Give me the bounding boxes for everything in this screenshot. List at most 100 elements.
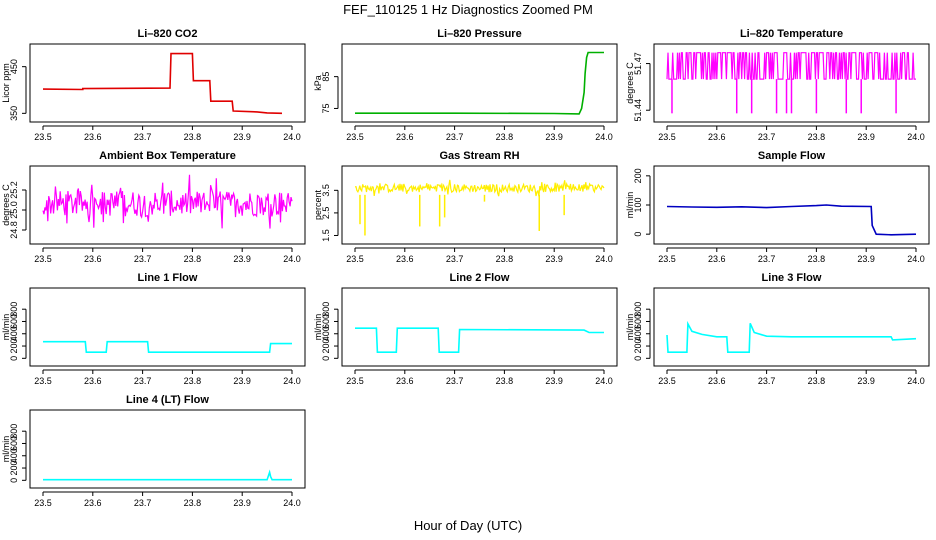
x-tick-label: 23.8 [808, 376, 826, 386]
y-tick-label: 2.5 [321, 207, 331, 220]
y-tick-label: 1.5 [321, 229, 331, 242]
x-tick-label: 23.8 [184, 498, 202, 508]
y-tick-label: 450 [9, 59, 19, 74]
x-tick-label: 24.0 [595, 254, 613, 264]
chart-panel: Li–820 Temperature degrees C 23.5 23.6 23.7 2… [625, 28, 930, 142]
data-series-line [43, 340, 292, 353]
x-tick-label: 24.0 [283, 376, 301, 386]
plot-frame [653, 165, 930, 245]
x-tick-label: 23.5 [346, 376, 364, 386]
y-tick-label: 600 [9, 436, 19, 451]
data-series-line [43, 469, 292, 481]
x-tick-label: 23.6 [396, 132, 414, 142]
chart-title: Li–820 CO2 [138, 28, 198, 40]
y-tick-label: 200 [633, 339, 643, 354]
chart-panel: Sample Flow ml/min 23.5 23.6 23.7 23.8 23.9 24.… [625, 150, 930, 264]
y-axis-label: ml/min [625, 192, 635, 219]
x-tick-label: 23.7 [758, 132, 776, 142]
x-tick-label: 23.8 [496, 376, 514, 386]
plot-frame [341, 165, 618, 245]
x-tick-label: 23.5 [658, 254, 676, 264]
y-tick-label: 400 [9, 448, 19, 463]
y-axis-label: Licor ppm [1, 63, 11, 103]
y-axis-label: ml/min [625, 314, 635, 341]
x-tick-label: 23.7 [134, 498, 152, 508]
x-tick-label: 23.5 [346, 132, 364, 142]
y-tick-label: 0 [9, 478, 19, 483]
chart-panel: Line 3 Flow ml/min 23.5 23.6 23.7 23.8 23.9 24.… [625, 272, 930, 386]
y-axis-label: ml/min [313, 314, 323, 341]
chart-title: Li–820 Temperature [740, 28, 843, 40]
y-tick-label: 75 [321, 103, 331, 113]
x-tick-label: 23.6 [708, 376, 726, 386]
data-series-line [666, 204, 917, 236]
y-tick-label: 0 [633, 232, 643, 237]
x-tick-label: 23.9 [233, 498, 251, 508]
x-tick-label: 23.6 [396, 376, 414, 386]
plot-frame [29, 409, 306, 489]
x-tick-label: 24.0 [283, 132, 301, 142]
x-tick-label: 23.6 [708, 254, 726, 264]
y-tick-label: 25.0 [9, 201, 19, 219]
y-tick-label: 51.47 [633, 52, 643, 75]
y-tick-label: 400 [633, 326, 643, 341]
plot-frame [29, 43, 306, 123]
chart-title: Line 3 Flow [762, 272, 822, 284]
x-tick-label: 23.5 [34, 376, 52, 386]
x-tick-label: 23.5 [346, 254, 364, 264]
plot-frame [341, 287, 618, 367]
data-series-line [355, 327, 604, 353]
y-tick-label: 85 [321, 72, 331, 82]
y-tick-label: 600 [321, 314, 331, 329]
y-tick-label: 200 [9, 461, 19, 476]
chart-panel: Gas Stream RH percent 23.5 23.6 23.7 23.8 23.9… [313, 150, 618, 264]
y-tick-label: 100 [633, 197, 643, 212]
y-tick-label: 800 [633, 302, 643, 317]
chart-title: Line 1 Flow [138, 272, 198, 284]
x-tick-label: 23.9 [233, 132, 251, 142]
x-tick-label: 24.0 [595, 376, 613, 386]
chart-panel: Line 2 Flow ml/min 23.5 23.6 23.7 23.8 23.9 24.… [313, 272, 618, 386]
x-tick-label: 23.7 [446, 132, 464, 142]
x-tick-label: 23.9 [857, 376, 875, 386]
data-series-line [42, 174, 293, 229]
y-axis-label: kPa [313, 75, 323, 91]
y-axis-label: ml/min [1, 436, 11, 463]
chart-title: Li–820 Pressure [437, 28, 521, 40]
x-tick-label: 23.5 [34, 132, 52, 142]
chart-title: Gas Stream RH [439, 150, 519, 162]
x-tick-label: 23.9 [233, 376, 251, 386]
data-series-line [666, 320, 917, 353]
chart-title: Line 2 Flow [450, 272, 510, 284]
y-tick-label: 3.5 [321, 184, 331, 197]
x-tick-label: 23.9 [857, 254, 875, 264]
plot-frame [653, 43, 930, 123]
x-tick-label: 23.7 [758, 376, 776, 386]
x-tick-label: 23.8 [496, 132, 514, 142]
y-tick-label: 200 [321, 339, 331, 354]
x-tick-label: 23.7 [134, 376, 152, 386]
chart-title: Line 4 (LT) Flow [126, 394, 209, 406]
x-tick-label: 23.9 [545, 254, 563, 264]
y-tick-label: 200 [9, 339, 19, 354]
y-tick-label: 800 [9, 302, 19, 317]
x-tick-label: 23.7 [134, 254, 152, 264]
y-tick-label: 200 [633, 168, 643, 183]
x-tick-label: 24.0 [283, 254, 301, 264]
x-tick-label: 23.9 [857, 132, 875, 142]
x-tick-label: 23.6 [708, 132, 726, 142]
x-tick-label: 24.0 [907, 132, 925, 142]
y-tick-label: 25.2 [9, 181, 19, 199]
x-tick-label: 23.9 [545, 376, 563, 386]
x-tick-label: 24.0 [595, 132, 613, 142]
x-tick-label: 23.7 [134, 132, 152, 142]
y-tick-label: 600 [633, 314, 643, 329]
x-tick-label: 23.9 [233, 254, 251, 264]
y-axis-label: degrees C [1, 184, 11, 226]
y-tick-label: 400 [9, 326, 19, 341]
x-tick-label: 23.6 [84, 376, 102, 386]
chart-title: Sample Flow [758, 150, 826, 162]
x-tick-label: 23.5 [658, 376, 676, 386]
page-title: FEF_110125 1 Hz Diagnostics Zoomed PM [343, 2, 593, 17]
